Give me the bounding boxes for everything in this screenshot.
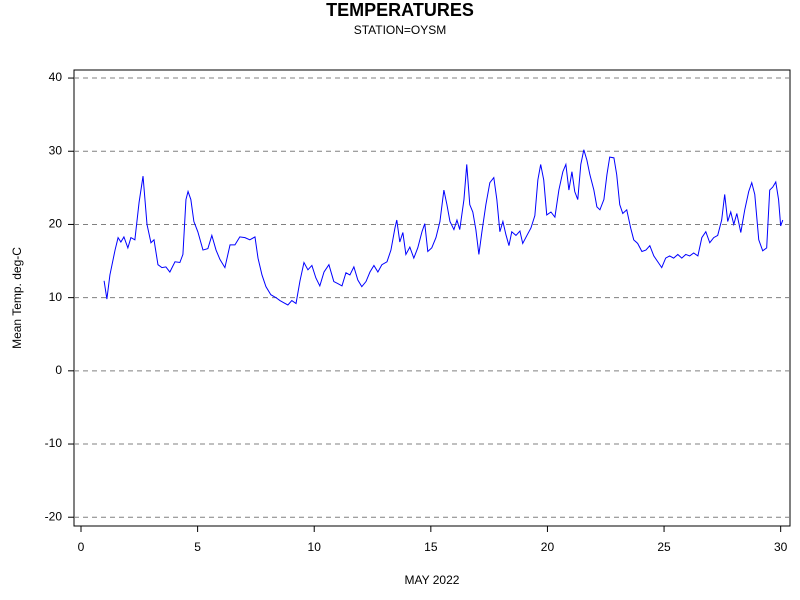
x-tick-label: 0 — [78, 540, 85, 554]
y-tick-label: 0 — [55, 363, 62, 377]
plot-frame — [73, 69, 791, 527]
x-tick-label: 25 — [657, 540, 671, 554]
y-tick-label: -20 — [45, 509, 63, 523]
y-tick-label: 20 — [49, 217, 63, 231]
data-line — [103, 149, 784, 306]
x-tick-label: 10 — [308, 540, 322, 554]
y-tick-label: -10 — [45, 436, 63, 450]
y-tick-label: 30 — [49, 143, 63, 157]
x-tick-label: 15 — [424, 540, 438, 554]
y-tick-label: 40 — [49, 70, 63, 84]
x-tick-label: 20 — [541, 540, 555, 554]
x-tick-label: 5 — [194, 540, 201, 554]
x-axis-label: MAY 2022 — [405, 573, 460, 587]
chart-subtitle: STATION=OYSM — [354, 23, 447, 37]
chart-title: TEMPERATURES — [326, 0, 474, 20]
x-tick-label: 30 — [774, 540, 788, 554]
y-axis-label: Mean Temp. deg-C — [10, 247, 24, 349]
y-tick-label: 10 — [49, 290, 63, 304]
